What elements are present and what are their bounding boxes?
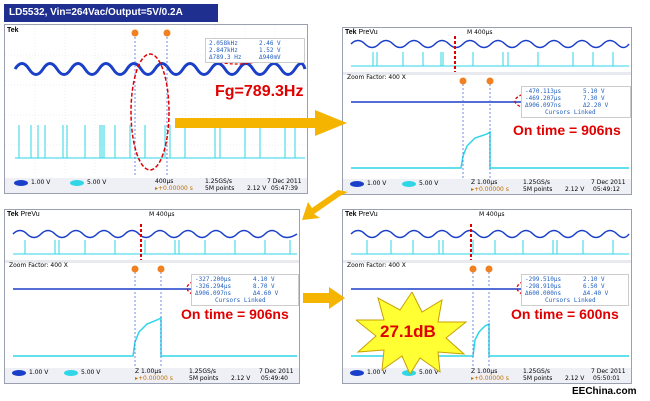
brand-label: Tek PreVu bbox=[345, 211, 378, 218]
status-sample-rate: 1.25GS/s bbox=[523, 368, 550, 375]
status-timebase: Z 1.00µs bbox=[471, 368, 498, 375]
status-date: 7 Dec 2011 bbox=[259, 368, 294, 375]
arrow-right-bottom bbox=[303, 287, 345, 309]
blue-ripple-trace bbox=[13, 62, 307, 76]
on-time-label: On time = 600ns bbox=[511, 306, 619, 322]
status-date: 7 Dec 2011 bbox=[591, 179, 626, 186]
status-ch1-scale: 1.00 V bbox=[367, 180, 387, 187]
status-time: 05:47:39 bbox=[271, 185, 298, 192]
status-trigger: 2.12 V bbox=[565, 375, 585, 382]
status-trigger: 2.12 V bbox=[247, 185, 267, 192]
status-ch1-scale: 1.00 V bbox=[31, 179, 51, 186]
cyan-pulse-trace bbox=[13, 240, 297, 255]
status-ch2-scale: 5.00 V bbox=[81, 369, 101, 376]
cyan-pulse-trace bbox=[15, 125, 305, 159]
scope-panel-top-left: Tek 2.058kHz 2.46 V 2.847kHz 1.52 V Δ789.3… bbox=[4, 24, 308, 194]
status-offset: ▸+0.00000 s bbox=[155, 185, 193, 192]
cursor-lines bbox=[134, 37, 168, 175]
blue-ripple-trace bbox=[12, 229, 298, 239]
zoom-factor-label: Zoom Factor: 400 X bbox=[347, 74, 406, 81]
measurement-box: -299.510µs 2.10 V -298.910µs 6.50 V Δ600.0… bbox=[521, 274, 629, 306]
status-offset: ▸+0.00000 s bbox=[471, 375, 509, 382]
status-points: 5M points bbox=[205, 185, 235, 192]
scope-panel-bottom-right: Tek PreVu M 400µs Zoom Factor: 400 X -29… bbox=[342, 209, 632, 384]
burst-star-shape bbox=[356, 292, 468, 374]
on-time-label: On time = 906ns bbox=[181, 306, 289, 322]
status-ch1-scale: 1.00 V bbox=[29, 369, 49, 376]
brand-label: Tek bbox=[7, 27, 19, 34]
burst-label: 27.1dB bbox=[380, 322, 436, 341]
status-points: 5M points bbox=[189, 375, 219, 382]
cyan-pulse-trace bbox=[351, 52, 629, 67]
status-timebase: 400µs bbox=[155, 178, 174, 185]
timebase-label: M 400µs bbox=[467, 29, 493, 36]
measurement-box: -327.200µs 4.10 V -326.294µs 8.70 V Δ906.0… bbox=[191, 274, 299, 306]
cyan-pulse-trace bbox=[351, 240, 629, 255]
status-ch2-scale: 5.00 V bbox=[419, 369, 439, 376]
status-date: 7 Dec 2011 bbox=[267, 178, 302, 185]
red-dashed-ellipse bbox=[130, 53, 170, 171]
blue-ripple-trace bbox=[350, 39, 630, 49]
cursor-a-marker bbox=[131, 29, 139, 37]
brand-label: Tek PreVu bbox=[345, 29, 378, 36]
on-time-label: On time = 906ns bbox=[513, 122, 621, 138]
status-time: 05:50:01 bbox=[593, 375, 620, 382]
status-time: 05:49:12 bbox=[593, 186, 620, 193]
status-sample-rate: 1.25GS/s bbox=[189, 368, 216, 375]
arrow-down-left bbox=[302, 190, 348, 220]
status-ch2-scale: 5.00 V bbox=[87, 179, 107, 186]
status-timebase: Z 1.00µs bbox=[135, 368, 162, 375]
status-trigger: 2.12 V bbox=[565, 186, 585, 193]
cursor-b-marker bbox=[163, 29, 171, 37]
zoom-factor-label: Zoom Factor: 400 X bbox=[347, 262, 406, 269]
scope-panel-top-right: Tek PreVu M 400µs Zoom Factor: 400 X -47… bbox=[342, 27, 632, 195]
blue-ripple-trace bbox=[350, 229, 630, 239]
status-ch1-scale: 1.00 V bbox=[367, 369, 387, 376]
fg-label: Fg=789.3Hz bbox=[215, 83, 304, 100]
status-sample-rate: 1.25GS/s bbox=[205, 178, 232, 185]
status-trigger: 2.12 V bbox=[231, 375, 251, 382]
scope-grid-top-right bbox=[343, 28, 631, 194]
status-sample-rate: 1.25GS/s bbox=[523, 179, 550, 186]
page-title: LD5532, Vin=264Vac/Output=5V/0.2A bbox=[4, 4, 218, 22]
scope-panel-bottom-left: Tek PreVu M 400µs Zoom Factor: 400 X -32… bbox=[4, 209, 300, 384]
arrow-right-top bbox=[175, 110, 347, 136]
status-offset: ▸+0.00000 s bbox=[135, 375, 173, 382]
zoom-factor-label: Zoom Factor: 400 X bbox=[9, 262, 68, 269]
measurement-box: -470.113µs 5.10 V -469.207µs 7.30 V Δ906.0… bbox=[521, 86, 631, 118]
status-timebase: Z 1.00µs bbox=[471, 179, 498, 186]
status-time: 05:49:40 bbox=[261, 375, 288, 382]
cyan-zoom-trace bbox=[13, 316, 297, 357]
status-ch2-scale: 5.00 V bbox=[419, 180, 439, 187]
measurement-box: 2.058kHz 2.46 V 2.847kHz 1.52 V Δ789.3 Hz Δ… bbox=[205, 38, 305, 63]
brand-label: Tek PreVu bbox=[7, 211, 40, 218]
timebase-label: M 400µs bbox=[479, 211, 505, 218]
timebase-label: M 400µs bbox=[149, 211, 175, 218]
scope-grid-bottom-right bbox=[343, 224, 631, 383]
status-points: 5M points bbox=[523, 186, 553, 193]
status-offset: ▸+0.00000 s bbox=[471, 186, 509, 193]
footer-credit: EEChina.com bbox=[572, 386, 637, 397]
status-points: 5M points bbox=[523, 375, 553, 382]
status-date: 7 Dec 2011 bbox=[591, 368, 626, 375]
